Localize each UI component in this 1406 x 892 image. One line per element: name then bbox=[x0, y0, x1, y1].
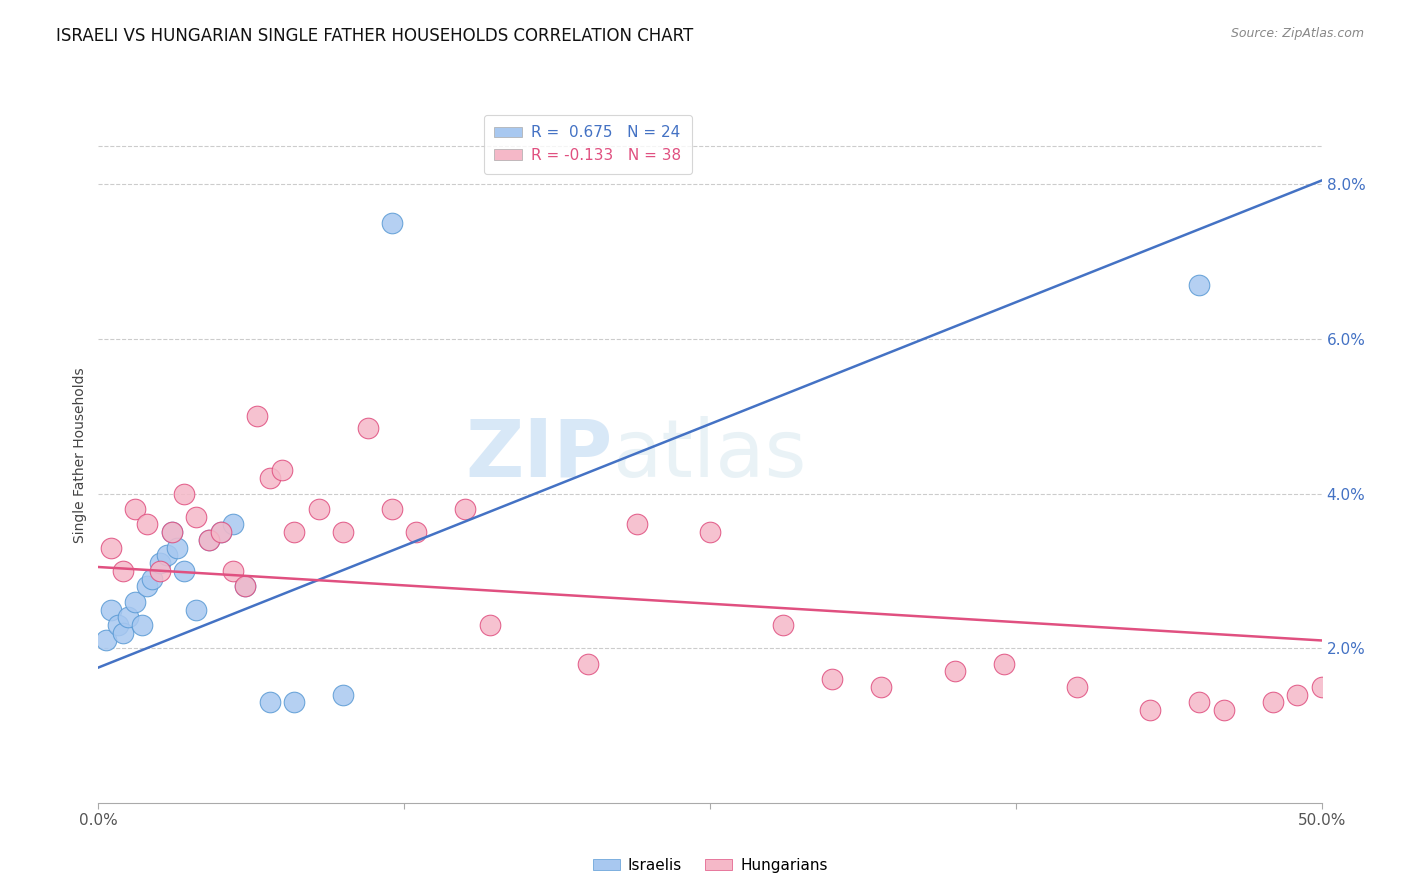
Point bbox=[124, 595, 146, 609]
Point bbox=[209, 525, 232, 540]
Point bbox=[107, 618, 129, 632]
Point bbox=[136, 579, 159, 593]
Point bbox=[821, 672, 844, 686]
Point bbox=[136, 517, 159, 532]
Text: ISRAELI VS HUNGARIAN SINGLE FATHER HOUSEHOLDS CORRELATION CHART: ISRAELI VS HUNGARIAN SINGLE FATHER HOUSE… bbox=[56, 27, 693, 45]
Point bbox=[222, 517, 245, 532]
Point bbox=[626, 517, 648, 532]
Point bbox=[166, 541, 188, 555]
Point bbox=[1139, 703, 1161, 717]
Y-axis label: Single Father Households: Single Father Households bbox=[73, 368, 87, 542]
Point bbox=[1261, 695, 1284, 709]
Point bbox=[405, 525, 427, 540]
Point bbox=[233, 579, 256, 593]
Point bbox=[246, 409, 269, 424]
Point bbox=[156, 549, 179, 563]
Point bbox=[772, 618, 794, 632]
Point bbox=[141, 572, 163, 586]
Point bbox=[1212, 703, 1234, 717]
Point bbox=[259, 471, 281, 485]
Point bbox=[197, 533, 219, 547]
Text: ZIP: ZIP bbox=[465, 416, 612, 494]
Point bbox=[1188, 277, 1211, 292]
Point bbox=[478, 618, 501, 632]
Point bbox=[381, 216, 404, 230]
Point bbox=[381, 502, 404, 516]
Point bbox=[943, 665, 966, 679]
Point bbox=[233, 579, 256, 593]
Point bbox=[149, 564, 172, 578]
Point bbox=[283, 695, 305, 709]
Point bbox=[222, 564, 245, 578]
Point bbox=[117, 610, 139, 624]
Point bbox=[259, 695, 281, 709]
Legend: Israelis, Hungarians: Israelis, Hungarians bbox=[586, 852, 834, 879]
Point bbox=[1286, 688, 1309, 702]
Point bbox=[576, 657, 599, 671]
Point bbox=[111, 625, 134, 640]
Point bbox=[173, 486, 195, 500]
Text: atlas: atlas bbox=[612, 416, 807, 494]
Text: Source: ZipAtlas.com: Source: ZipAtlas.com bbox=[1230, 27, 1364, 40]
Point bbox=[993, 657, 1015, 671]
Point bbox=[160, 525, 183, 540]
Point bbox=[186, 602, 208, 616]
Point bbox=[356, 421, 378, 435]
Point bbox=[270, 463, 294, 477]
Point bbox=[100, 541, 122, 555]
Point bbox=[124, 502, 146, 516]
Point bbox=[308, 502, 330, 516]
Point bbox=[1188, 695, 1211, 709]
Point bbox=[111, 564, 134, 578]
Point bbox=[454, 502, 477, 516]
Point bbox=[699, 525, 721, 540]
Point bbox=[1066, 680, 1088, 694]
Point bbox=[332, 688, 354, 702]
Point bbox=[160, 525, 183, 540]
Point bbox=[149, 556, 172, 570]
Point bbox=[131, 618, 153, 632]
Point bbox=[1310, 680, 1333, 694]
Point bbox=[173, 564, 195, 578]
Point bbox=[870, 680, 893, 694]
Point bbox=[332, 525, 354, 540]
Point bbox=[186, 509, 208, 524]
Point bbox=[100, 602, 122, 616]
Point bbox=[94, 633, 117, 648]
Point bbox=[209, 525, 232, 540]
Point bbox=[197, 533, 219, 547]
Point bbox=[283, 525, 305, 540]
